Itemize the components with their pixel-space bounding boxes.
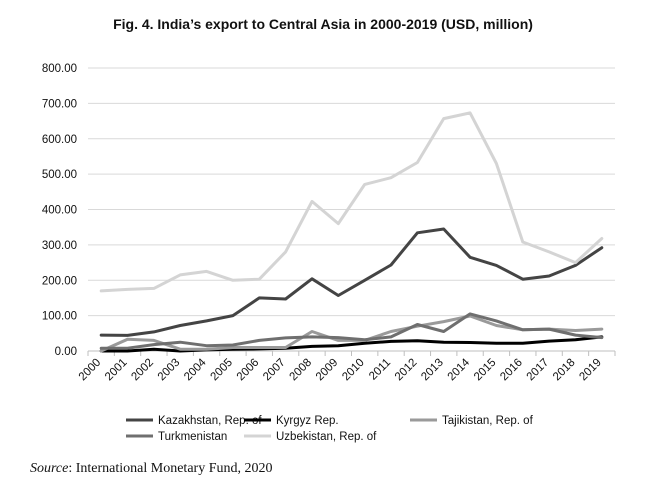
series-line-turkmenistan [99,312,604,350]
x-tick-label: 2018 [551,357,578,384]
legend-label: Kazakhstan, Rep. of [158,415,262,427]
y-tick-label: 800.00 [42,63,77,75]
legend-label: Uzbekistan, Rep. of [276,431,377,443]
x-tick-label: 2012 [393,357,420,384]
x-tick-label: 2002 [129,357,156,384]
legend-label: Kyrgyz Rep. [276,415,339,427]
x-tick-label: 2013 [419,357,446,384]
x-tick-label: 2009 [314,357,341,384]
x-tick-label: 2000 [77,357,104,384]
chart-title: Fig. 4. India’s export to Central Asia i… [113,16,533,32]
y-tick-label: 600.00 [42,134,77,146]
source-note: Source: International Monetary Fund, 202… [30,461,273,477]
legend: Kazakhstan, Rep. of Kyrgyz Rep. Tajikistan… [126,415,534,443]
x-tick-label: 2016 [498,357,525,384]
y-tick-label: 200.00 [42,275,77,287]
series-line-kazakhstan-rep-of [99,227,604,337]
source-text: : International Monetary Fund, 2020 [68,461,273,476]
x-tick-label: 2003 [156,357,183,384]
y-tick-label: 400.00 [42,205,77,217]
x-tick-labels: 2000 2001 2002 2003 2004 2005 2006 2007 2008 2009… [77,356,604,383]
x-tick-label: 2008 [288,357,315,384]
legend-label: Tajikistan, Rep. of [442,415,534,427]
y-tick-label: 100.00 [42,311,77,323]
x-tick-label: 2014 [446,356,473,383]
series-lines [99,111,604,353]
series-line-uzbekistan-rep-of [99,111,604,293]
x-tick-label: 2015 [472,357,499,384]
y-tick-label: 700.00 [42,98,77,110]
y-tick-label: 300.00 [42,240,77,252]
x-tick-label: 2010 [340,357,367,384]
legend-label: Turkmenistan [158,431,227,443]
x-tick-label: 2004 [182,356,209,383]
y-tick-label: 500.00 [42,169,77,181]
axes [87,350,616,356]
x-tick-label: 2011 [367,357,393,383]
x-tick-label: 2007 [261,357,288,384]
x-tick-label: 2017 [525,357,552,384]
x-tick-label: 2001 [103,357,130,384]
y-tick-labels: 0.00 100.00 200.00 300.00 400.00 500.00 600.00… [42,63,77,358]
x-tick-label: 2005 [208,357,235,384]
source-label: Source [30,461,69,476]
x-tick-label: 2019 [577,357,604,384]
series-line-kyrgyz-rep [99,335,604,353]
y-tick-label: 0.00 [55,346,77,358]
x-tick-label: 2006 [235,357,262,384]
